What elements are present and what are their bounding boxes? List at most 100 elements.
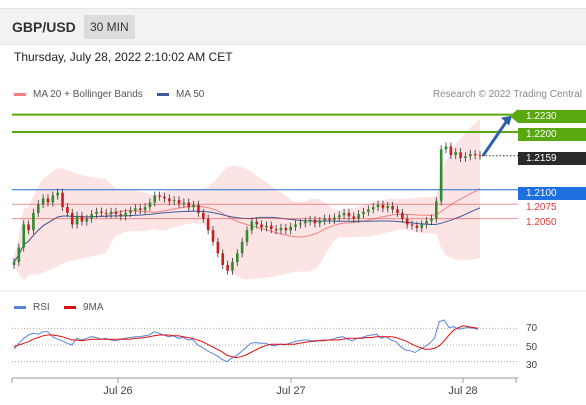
candle (235, 249, 239, 267)
legend-9ma: 9MA (64, 302, 104, 313)
candle (430, 214, 433, 226)
forecast-arrow-head (501, 115, 512, 126)
candle (444, 142, 448, 154)
candle (17, 243, 21, 267)
candle (464, 152, 467, 163)
candle (85, 214, 89, 226)
rsi-tick-50: 50 (526, 342, 538, 353)
candle (459, 148, 462, 163)
forecast-arrow-shaft (481, 119, 509, 157)
candle (357, 210, 360, 223)
9ma-swatch (64, 306, 76, 309)
candle (318, 216, 322, 228)
legend-rsi: RSI (14, 302, 50, 313)
candle (415, 221, 419, 232)
candle (468, 149, 472, 161)
last-price-badge: 1.2159 (518, 152, 586, 165)
candle (294, 220, 297, 231)
rsi-swatch (14, 306, 26, 309)
support-red-2-label: 1.2050 (526, 217, 557, 228)
support-red-1-label: 1.2075 (526, 202, 557, 213)
candle (274, 225, 278, 235)
candle (75, 211, 79, 229)
candle (299, 219, 302, 229)
candle (308, 215, 312, 226)
resistance-2-badge: 1.2200 (518, 128, 586, 141)
candle (66, 203, 69, 217)
candle (265, 221, 268, 232)
credit: Research © 2022 Trading Central (432, 89, 582, 100)
candle (153, 191, 157, 207)
candle (231, 257, 234, 275)
candle (333, 213, 336, 224)
instrument-title: GBP/USD (12, 19, 76, 35)
candle (221, 249, 225, 269)
candle (391, 201, 394, 214)
candle (367, 205, 370, 216)
candle (104, 208, 108, 219)
candle (32, 208, 35, 235)
x-tick-jul26: Jul 26 (103, 385, 133, 397)
candle (473, 149, 477, 160)
timeframe-tab[interactable]: 30 MIN (84, 15, 135, 39)
candle (250, 217, 254, 235)
candle (12, 257, 16, 269)
candle (124, 208, 127, 221)
candle (362, 207, 365, 219)
candle (197, 200, 200, 217)
candle (46, 194, 50, 207)
resistance-pointer-1 (510, 109, 518, 123)
rsi-tick-30: 30 (526, 360, 538, 371)
candle (187, 198, 191, 212)
legend-ma50-label: MA 50 (176, 89, 205, 100)
x-tick-jul28: Jul 28 (448, 385, 478, 397)
legend-ma20: MA 20 + Bollinger Bands (14, 89, 143, 100)
candle (405, 214, 409, 229)
candle (323, 214, 326, 226)
candle (337, 211, 341, 222)
candle (449, 142, 453, 160)
support-blue-badge: 1.2100 (518, 187, 586, 200)
candle (138, 204, 142, 215)
ma50-swatch (157, 93, 169, 96)
candle (216, 237, 220, 258)
x-tick-jul27: Jul 27 (276, 385, 306, 397)
bollinger-band (14, 119, 480, 281)
candle (22, 220, 26, 252)
candle (478, 151, 482, 160)
resistance-1-badge: 1.2230 (518, 110, 586, 123)
candle (255, 217, 259, 229)
candle (41, 194, 45, 209)
candle (454, 148, 458, 160)
candle (114, 207, 118, 219)
candle (381, 200, 385, 213)
candle (100, 207, 103, 217)
candle (289, 222, 292, 235)
candle (148, 198, 152, 212)
rsi-9ma-line (13, 325, 479, 359)
candle (226, 260, 229, 275)
candle (202, 208, 205, 223)
candle (352, 212, 356, 223)
candle (70, 208, 74, 229)
candle (376, 200, 380, 212)
candle (371, 203, 375, 214)
legend-9ma-label: 9MA (83, 302, 104, 313)
legend-rsi-label: RSI (33, 302, 50, 313)
legend-ma50: MA 50 (157, 89, 204, 100)
candle (401, 208, 404, 223)
candle (211, 226, 215, 246)
candle (328, 214, 331, 224)
candle (177, 196, 181, 208)
candle (95, 207, 98, 219)
candle (420, 220, 424, 232)
candle (158, 191, 161, 201)
rsi-line (13, 319, 479, 363)
candle (143, 203, 147, 215)
candle (206, 214, 210, 235)
candle (386, 201, 390, 213)
candle (284, 223, 288, 235)
candle (260, 220, 263, 232)
candle (425, 216, 428, 229)
candle (134, 204, 137, 215)
